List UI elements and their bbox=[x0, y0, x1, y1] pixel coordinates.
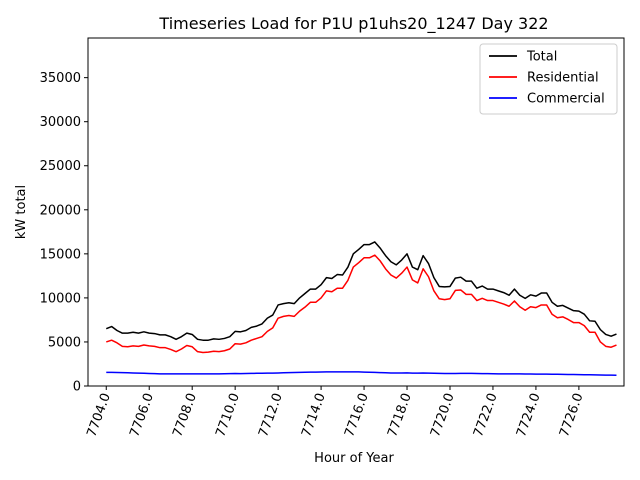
y-tick-label: 15000 bbox=[40, 247, 81, 262]
legend-label-total: Total bbox=[526, 50, 557, 65]
y-tick-label: 30000 bbox=[40, 115, 81, 130]
series-line-residential bbox=[106, 254, 617, 354]
legend-items: Total Residential Commercial bbox=[489, 50, 605, 107]
y-tick-label: 20000 bbox=[40, 203, 81, 218]
x-axis-label: Hour of Year bbox=[314, 451, 394, 466]
legend-box bbox=[479, 43, 618, 115]
legend-label-residential: Residential bbox=[527, 71, 599, 86]
series-layer bbox=[105, 241, 617, 376]
y-tick-label: 25000 bbox=[40, 159, 81, 174]
y-axis-label: kW total bbox=[14, 185, 29, 239]
y-axis-ticks: 0 5000 10000 15000 20000 25000 30000 35000 bbox=[40, 71, 88, 395]
series-line-commercial bbox=[106, 371, 617, 376]
legend-label-commercial: Commercial bbox=[527, 92, 605, 107]
y-tick-label: 0 bbox=[73, 380, 81, 395]
chart-title: Timeseries Load for P1U p1uhs20_1247 Day… bbox=[158, 14, 548, 34]
legend: Total Residential Commercial bbox=[479, 43, 618, 115]
series-line-total bbox=[105, 241, 617, 341]
y-tick-label: 10000 bbox=[40, 291, 81, 306]
y-tick-label: 5000 bbox=[48, 335, 81, 350]
y-tick-label: 35000 bbox=[40, 71, 81, 86]
